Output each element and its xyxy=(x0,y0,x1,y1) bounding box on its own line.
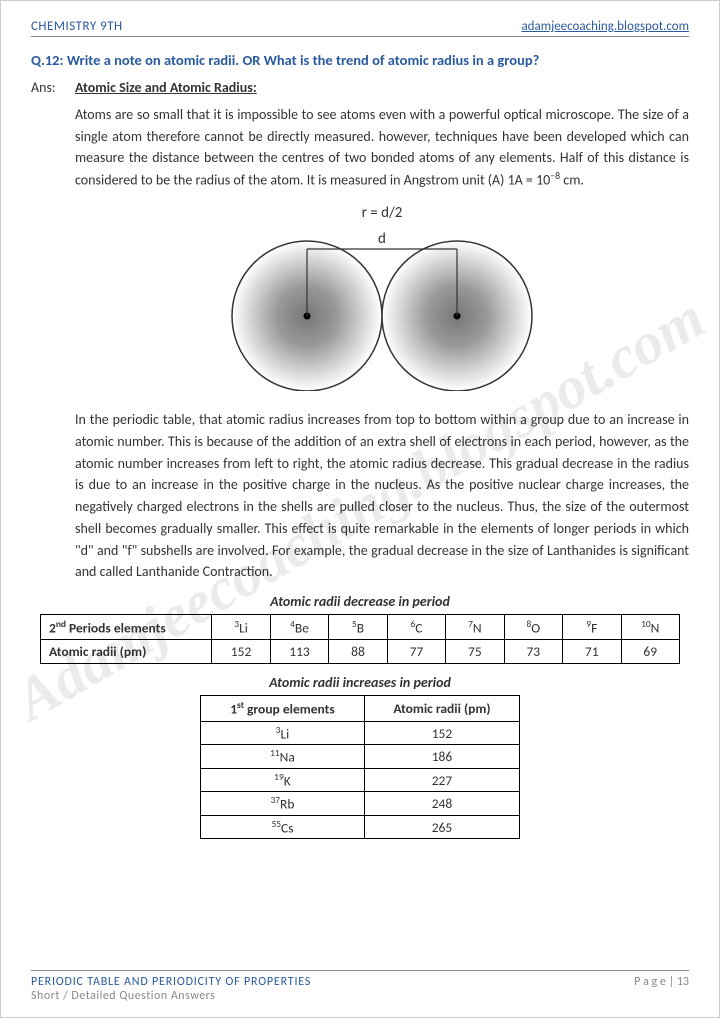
row-label: Atomic radii (pm) xyxy=(41,640,212,664)
paragraph-1: Atoms are so small that it is impossible… xyxy=(75,104,689,191)
diagram-d-label: d xyxy=(378,230,386,248)
page-footer: PERIODIC TABLE AND PERIODICITY OF PROPER… xyxy=(31,970,689,1003)
question-text: Q.12: Write a note on atomic radii. OR W… xyxy=(31,51,689,69)
table1-title: Atomic radii decrease in period xyxy=(31,593,689,610)
atomic-radius-diagram: r = d/2 d xyxy=(75,201,689,391)
diagram-formula: r = d/2 xyxy=(362,204,403,222)
paragraph-2: In the periodic table, that atomic radiu… xyxy=(75,409,689,583)
answer-heading-row: Ans: Atomic Size and Atomic Radius: xyxy=(31,79,689,96)
page-header: CHEMISTRY 9TH adamjeecoaching.blogspot.c… xyxy=(31,19,689,37)
table-row: 1st group elements Atomic radii (pm) xyxy=(201,696,520,722)
footer-left: PERIODIC TABLE AND PERIODICITY OF PROPER… xyxy=(31,975,311,1003)
row-label: 2nd Periods elements xyxy=(41,614,212,640)
footer-page: P a g e | 13 xyxy=(634,975,689,1003)
col-header: Atomic radii (pm) xyxy=(364,696,519,722)
table2-title: Atomic radii increases in period xyxy=(31,674,689,691)
table-row: 2nd Periods elements 3Li 4Be 5B 6C 7N 8O… xyxy=(41,614,680,640)
period-table: 2nd Periods elements 3Li 4Be 5B 6C 7N 8O… xyxy=(40,614,680,665)
diagram-svg: r = d/2 d xyxy=(227,201,537,391)
answer-heading: Atomic Size and Atomic Radius: xyxy=(75,79,257,96)
col-header: 1st group elements xyxy=(201,696,365,722)
footer-subtitle: Short / Detailed Question Answers xyxy=(31,989,311,1003)
footer-title: PERIODIC TABLE AND PERIODICITY OF PROPER… xyxy=(31,975,311,989)
table-row: Atomic radii (pm) 152 113 88 77 75 73 71… xyxy=(41,640,680,664)
question-number: Q.12: xyxy=(31,51,64,69)
question-body: Write a note on atomic radii. OR What is… xyxy=(67,51,540,69)
group-table: 1st group elements Atomic radii (pm) 3Li… xyxy=(200,695,520,839)
answer-label: Ans: xyxy=(31,79,75,96)
header-url: adamjeecoaching.blogspot.com xyxy=(521,19,689,34)
header-subject: CHEMISTRY 9TH xyxy=(31,19,123,34)
